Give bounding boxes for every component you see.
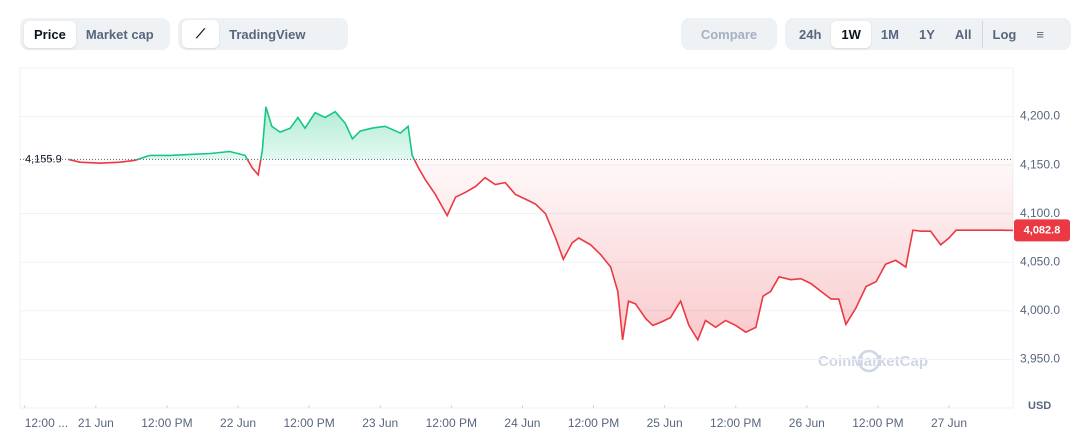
- x-tick-label: 12:00 PM: [426, 416, 477, 430]
- currency-label: USD: [1028, 400, 1051, 412]
- watermark-logo: [857, 349, 881, 373]
- tab-price[interactable]: Price: [24, 20, 76, 48]
- range-1m[interactable]: 1M: [880, 26, 899, 42]
- x-tick-label: 23 Jun: [362, 416, 398, 430]
- settings-icon[interactable]: ≡: [1036, 26, 1044, 42]
- x-tick-label: 21 Jun: [78, 416, 114, 430]
- range-tabs: 24h 1W 1M 1Y All Log ≡: [785, 18, 1071, 50]
- x-tick-label: 26 Jun: [789, 416, 825, 430]
- x-tick-label: 12:00 PM: [283, 416, 334, 430]
- x-tick-label: 27 Jun: [931, 416, 967, 430]
- tab-tradingview[interactable]: TradingView: [229, 26, 306, 42]
- chart-tabs: ⟋ TradingView: [178, 18, 348, 50]
- x-tick-label: 12:00 PM: [852, 416, 903, 430]
- x-tick-label: 12:00 PM: [710, 416, 761, 430]
- y-tick-label: 4,150.0: [1020, 157, 1060, 171]
- range-1w[interactable]: 1W: [831, 20, 871, 48]
- x-tick-label: 12:00 PM: [141, 416, 192, 430]
- y-tick-label: 4,100.0: [1020, 206, 1060, 220]
- plot-frame: [19, 67, 1014, 409]
- range-all[interactable]: All: [954, 26, 972, 42]
- tab-market-cap[interactable]: Market cap: [85, 26, 154, 42]
- y-tick-label: 4,050.0: [1020, 254, 1060, 268]
- current-price-label: 4,082.8: [1024, 224, 1061, 236]
- range-1y[interactable]: 1Y: [918, 26, 935, 42]
- x-tick-label: 24 Jun: [504, 416, 540, 430]
- y-tick-label: 3,950.0: [1020, 352, 1060, 366]
- x-tick-label: 22 Jun: [220, 416, 256, 430]
- log-button[interactable]: Log: [981, 20, 1027, 48]
- range-24h[interactable]: 24h: [799, 26, 822, 42]
- price-line: [67, 106, 1014, 342]
- baseline-label: 4,155.9: [25, 153, 62, 165]
- y-tick-label: 4,200.0: [1020, 109, 1060, 123]
- line-icon[interactable]: ⟋: [182, 20, 220, 48]
- compare-button[interactable]: Compare: [700, 26, 758, 42]
- compare-box: Compare: [681, 18, 777, 50]
- y-tick-label: 4,000.0: [1020, 303, 1060, 317]
- price-area: [68, 106, 1013, 340]
- view-tabs: Price Market cap: [20, 18, 170, 50]
- watermark: CoinMarketCap: [818, 353, 928, 370]
- x-tick-label: 12:00 ...: [25, 416, 68, 430]
- x-tick-label: 12:00 PM: [568, 416, 619, 430]
- current-price-tag: [1014, 219, 1070, 242]
- x-tick-label: 25 Jun: [647, 416, 683, 430]
